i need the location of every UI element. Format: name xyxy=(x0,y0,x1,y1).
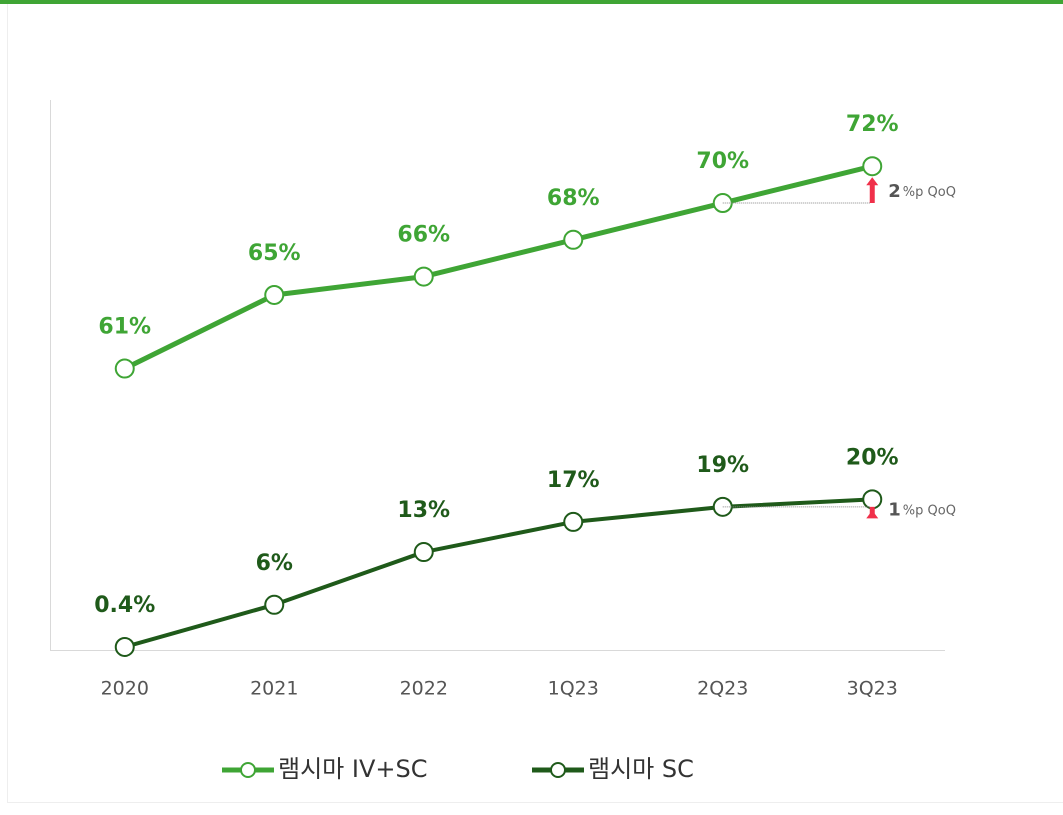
legend-marker xyxy=(550,762,566,778)
series-line xyxy=(123,163,873,371)
data-label: 17% xyxy=(547,468,600,493)
data-label: 66% xyxy=(397,223,450,248)
data-point xyxy=(413,266,434,287)
change-arrow-head xyxy=(866,177,879,186)
top-bar xyxy=(0,0,1063,4)
data-point xyxy=(264,594,285,615)
legend-label: 램시마 SC xyxy=(588,755,694,783)
change-annotation: 1 %p QoQ xyxy=(888,500,956,521)
change-value: 2 xyxy=(888,181,901,202)
change-arrow-head xyxy=(866,510,879,519)
legend-marker xyxy=(240,762,256,778)
change-unit: %p QoQ xyxy=(903,503,956,518)
data-point xyxy=(563,511,584,532)
data-label: 65% xyxy=(248,241,301,266)
data-point xyxy=(413,542,434,563)
data-label: 0.4% xyxy=(94,593,155,618)
legend-label: 램시마 IV+SC xyxy=(278,755,427,783)
data-point xyxy=(264,284,285,305)
change-unit: %p QoQ xyxy=(903,185,956,200)
data-point xyxy=(563,229,584,250)
x-tick-label: 2021 xyxy=(250,678,298,700)
x-tick-label: 1Q23 xyxy=(548,678,599,700)
x-tick-label: 2Q23 xyxy=(697,678,748,700)
data-label: 70% xyxy=(696,149,749,174)
data-label: 61% xyxy=(98,315,151,340)
x-tick-label: 3Q23 xyxy=(847,678,898,700)
series-line xyxy=(124,497,873,649)
x-tick-label: 2022 xyxy=(400,678,448,700)
data-point xyxy=(114,636,135,657)
data-point xyxy=(862,489,883,510)
data-label: 68% xyxy=(547,186,600,211)
x-tick-label: 2020 xyxy=(101,678,149,700)
change-value: 1 xyxy=(888,500,901,521)
data-label: 13% xyxy=(397,498,450,523)
data-label: 20% xyxy=(846,445,899,470)
data-label: 72% xyxy=(846,112,899,137)
data-point xyxy=(862,156,883,177)
data-label: 19% xyxy=(696,453,749,478)
change-annotation: 2 %p QoQ xyxy=(888,181,956,202)
data-label: 6% xyxy=(256,551,293,576)
data-point xyxy=(114,358,135,379)
